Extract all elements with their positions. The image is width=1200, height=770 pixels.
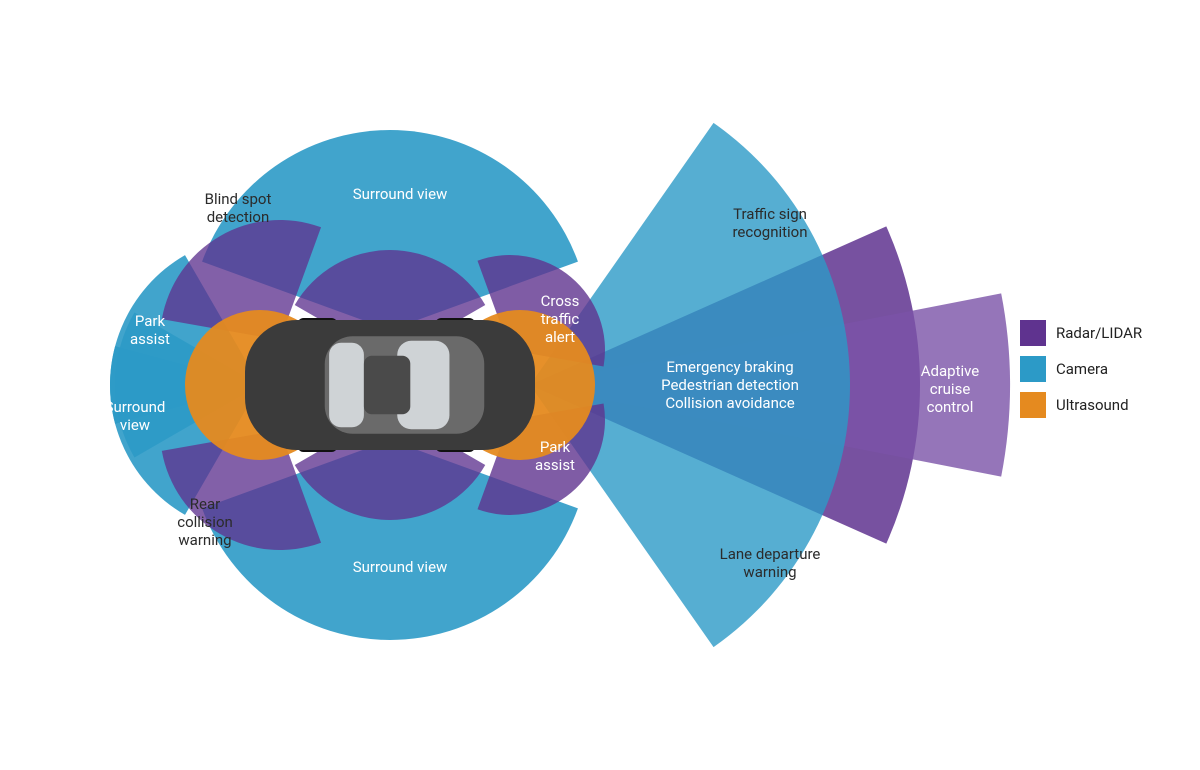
label-surround-rear: Surround view xyxy=(105,398,166,434)
car-icon xyxy=(245,318,535,452)
legend-item: Radar/LIDAR xyxy=(1020,320,1142,346)
label-adaptive-cruise: Adaptive cruise control xyxy=(921,362,980,416)
label-lane-departure: Lane departure warning xyxy=(720,545,821,581)
legend-swatch xyxy=(1020,320,1046,346)
label-rear-collision: Rear collision warning xyxy=(177,495,233,549)
legend-swatch xyxy=(1020,356,1046,382)
label-cross-traffic: Cross traffic alert xyxy=(541,292,580,346)
label-surround-bot: Surround view xyxy=(353,558,448,576)
legend-item: Ultrasound xyxy=(1020,392,1142,418)
label-park-assist-r: Park assist xyxy=(535,438,575,474)
label-blind-spot: Blind spot detection xyxy=(205,190,272,226)
label-emergency: Emergency braking Pedestrian detection C… xyxy=(661,358,799,412)
legend-label: Ultrasound xyxy=(1056,396,1129,414)
label-traffic-sign: Traffic sign recognition xyxy=(732,205,807,241)
legend: Radar/LIDAR Camera Ultrasound xyxy=(1020,320,1142,418)
legend-label: Radar/LIDAR xyxy=(1056,324,1142,342)
legend-label: Camera xyxy=(1056,360,1108,378)
legend-item: Camera xyxy=(1020,356,1142,382)
legend-swatch xyxy=(1020,392,1046,418)
label-surround-top: Surround view xyxy=(353,185,448,203)
sensor-diagram: Blind spot detection Surround view Traffic… xyxy=(0,0,1200,770)
label-park-assist-l: Park assist xyxy=(130,312,170,348)
